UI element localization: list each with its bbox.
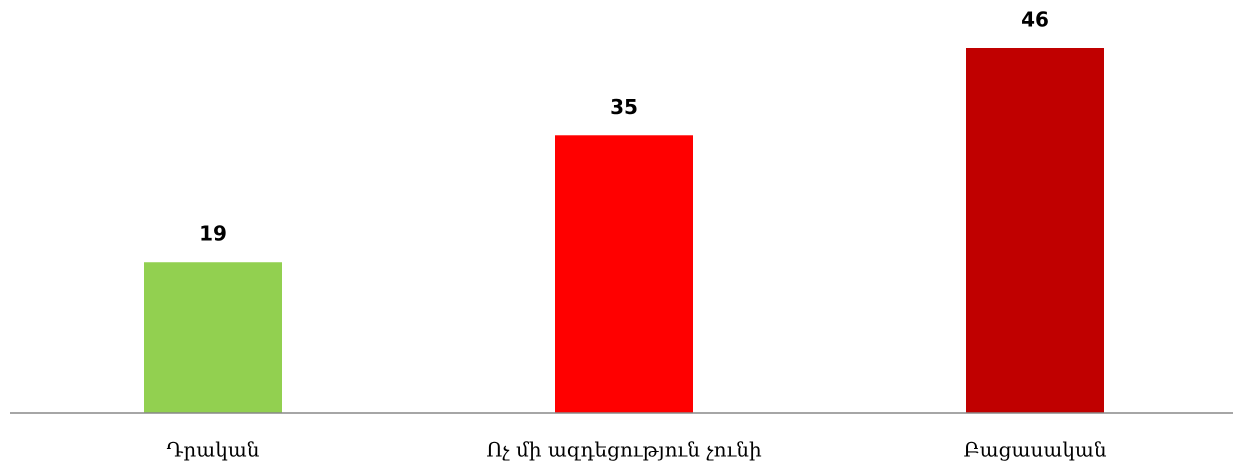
- x-tick-label: Դրական: [166, 438, 259, 462]
- data-label: 19: [199, 222, 227, 246]
- bar: [144, 262, 282, 413]
- data-label: 35: [610, 95, 638, 119]
- bar: [555, 135, 693, 414]
- bar: [966, 48, 1104, 413]
- data-label: 46: [1021, 8, 1049, 32]
- x-tick-label: Ոչ մի ազդեցություն չունի: [486, 438, 762, 462]
- x-tick-label: Բացասական: [963, 438, 1106, 462]
